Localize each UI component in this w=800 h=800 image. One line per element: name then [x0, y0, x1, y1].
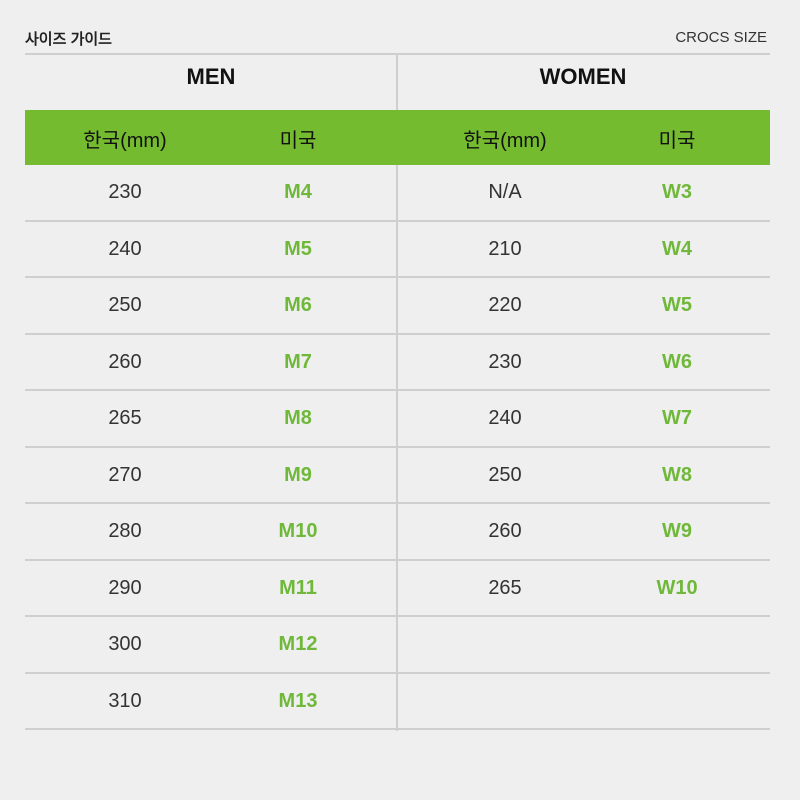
men-us-size: M5: [284, 237, 312, 260]
women-korea-header: 한국(mm): [463, 130, 547, 152]
women-us-header: 미국: [658, 130, 696, 152]
table-row: 280 M10 260 W9: [25, 504, 770, 561]
column-divider: [396, 55, 398, 731]
size-guide-title: 사이즈 가이드: [25, 31, 112, 48]
table-row: 310 M13: [25, 674, 770, 730]
women-korea-size: 240: [488, 407, 522, 429]
table-row: 300 M12: [25, 617, 770, 674]
header-divider: [25, 53, 770, 55]
men-us-size: M8: [284, 407, 312, 429]
women-korea-size: 220: [488, 294, 522, 316]
men-korea-size: 280: [108, 520, 142, 542]
women-us-size: W5: [662, 294, 692, 316]
women-us-size: W10: [656, 576, 698, 599]
table-row: 290 M11 265 W10: [25, 561, 770, 617]
table-row: 270 M9 250 W8: [25, 448, 770, 504]
women-korea-size: 250: [488, 463, 522, 486]
men-korea-size: 310: [108, 689, 142, 712]
men-us-header: 미국: [279, 130, 317, 152]
row-divider: [25, 728, 770, 730]
men-us-size: M12: [278, 633, 318, 655]
men-us-size: M13: [278, 689, 318, 712]
men-us-size: M10: [278, 520, 318, 542]
row-divider: [25, 558, 770, 561]
women-us-size: W6: [662, 350, 692, 373]
men-heading: MEN: [186, 64, 236, 89]
crocs-size-label: CROCS SIZE: [675, 29, 767, 46]
men-korea-size: 270: [108, 463, 142, 486]
women-korea-size: 210: [488, 237, 522, 260]
row-divider: [25, 445, 770, 448]
table-row: 265 M8 240 W7: [25, 391, 770, 448]
women-us-size: W8: [662, 463, 692, 486]
women-korea-size: 260: [488, 520, 522, 542]
table-row: 230 M4 N/A W3: [25, 165, 770, 222]
women-heading: WOMEN: [539, 64, 627, 89]
men-korea-header: 한국(mm): [83, 130, 167, 152]
row-divider: [25, 332, 770, 335]
row-divider: [25, 219, 770, 222]
women-us-size: W7: [662, 407, 692, 429]
women-korea-size: 265: [488, 576, 522, 599]
men-korea-size: 250: [108, 294, 142, 316]
row-divider: [25, 389, 770, 391]
women-korea-size: 230: [488, 350, 522, 373]
men-korea-size: 290: [108, 576, 142, 599]
men-us-size: M6: [284, 294, 312, 316]
men-korea-size: 260: [108, 350, 142, 373]
column-header-bar: [25, 110, 770, 165]
table-row: 240 M5 210 W4: [25, 222, 770, 278]
men-korea-size: 230: [108, 181, 142, 203]
table-row: 250 M6 220 W5: [25, 278, 770, 335]
women-us-size: W4: [662, 237, 692, 260]
row-divider: [25, 276, 770, 278]
women-us-size: W3: [662, 181, 692, 203]
row-divider: [25, 671, 770, 674]
men-korea-size: 265: [108, 407, 142, 429]
men-korea-size: 300: [108, 633, 142, 655]
women-korea-size: N/A: [488, 181, 522, 203]
men-us-size: M9: [284, 463, 312, 486]
row-divider: [25, 615, 770, 617]
table-row: 260 M7 230 W6: [25, 335, 770, 391]
women-us-size: W9: [662, 520, 692, 542]
men-us-size: M4: [284, 181, 312, 203]
men-korea-size: 240: [108, 237, 142, 260]
men-us-size: M7: [284, 350, 312, 373]
men-us-size: M11: [279, 576, 317, 599]
row-divider: [25, 502, 770, 504]
